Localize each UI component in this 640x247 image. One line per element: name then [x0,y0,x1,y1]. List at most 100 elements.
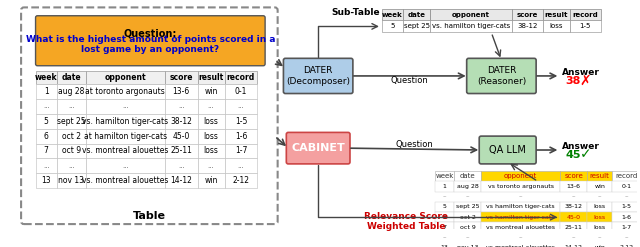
FancyBboxPatch shape [382,20,403,32]
Text: Question: Question [391,76,429,85]
Text: 1-6: 1-6 [622,215,632,220]
Text: --: -- [572,235,576,240]
FancyBboxPatch shape [570,20,601,32]
FancyBboxPatch shape [36,71,57,84]
FancyBboxPatch shape [36,114,57,129]
Text: 1: 1 [44,87,49,96]
FancyBboxPatch shape [430,9,512,20]
Text: loss: loss [594,205,606,209]
FancyBboxPatch shape [225,114,257,129]
Text: --: -- [465,235,470,240]
FancyBboxPatch shape [225,129,257,144]
FancyBboxPatch shape [36,144,57,158]
Text: 13: 13 [42,176,51,185]
FancyBboxPatch shape [430,20,512,32]
Text: sept 25: sept 25 [404,23,429,29]
FancyBboxPatch shape [588,212,612,222]
Text: 45-0: 45-0 [173,132,190,141]
FancyBboxPatch shape [225,144,257,158]
Text: 14-12: 14-12 [564,245,583,247]
Text: date: date [408,12,426,18]
FancyBboxPatch shape [481,243,560,247]
Text: ...: ... [43,163,49,169]
Text: ...: ... [68,103,75,109]
Text: 38-12: 38-12 [517,23,538,29]
FancyBboxPatch shape [57,114,86,129]
FancyBboxPatch shape [164,71,198,84]
Text: loss: loss [204,146,218,155]
FancyBboxPatch shape [284,58,353,94]
FancyBboxPatch shape [560,182,588,192]
Text: at toronto argonauts: at toronto argonauts [85,87,165,96]
Text: date: date [61,73,81,82]
FancyBboxPatch shape [479,136,536,164]
Text: vs. montreal alouettes: vs. montreal alouettes [82,176,168,185]
Text: --: -- [625,194,629,199]
Text: ...: ... [122,163,129,169]
FancyBboxPatch shape [481,182,560,192]
Text: 1-6: 1-6 [235,132,247,141]
FancyBboxPatch shape [36,173,57,188]
Text: week: week [35,73,58,82]
FancyBboxPatch shape [198,173,225,188]
Text: 2-12: 2-12 [620,245,634,247]
FancyBboxPatch shape [435,222,454,232]
FancyBboxPatch shape [225,71,257,84]
Text: result: result [590,173,610,179]
Text: vs montreal alouettes: vs montreal alouettes [486,245,555,247]
Text: 13: 13 [440,245,449,247]
FancyBboxPatch shape [454,202,481,212]
FancyBboxPatch shape [543,9,570,20]
Text: 7: 7 [442,225,447,230]
Text: 45-0: 45-0 [567,215,580,220]
FancyBboxPatch shape [512,9,543,20]
Text: 38-12: 38-12 [564,205,583,209]
Text: ...: ... [178,163,184,169]
FancyBboxPatch shape [198,144,225,158]
Text: score: score [516,12,538,18]
FancyBboxPatch shape [164,114,198,129]
FancyBboxPatch shape [454,243,481,247]
Text: loss: loss [594,225,606,230]
Text: oct 9: oct 9 [61,146,81,155]
FancyBboxPatch shape [512,20,543,32]
Text: ...: ... [68,163,75,169]
FancyBboxPatch shape [21,7,278,224]
Text: sept 25: sept 25 [57,117,86,126]
Text: --: -- [598,235,602,240]
Text: loss: loss [594,215,606,220]
Text: --: -- [518,194,523,199]
Text: --: -- [442,194,447,199]
FancyBboxPatch shape [435,212,454,222]
FancyBboxPatch shape [198,129,225,144]
Text: oct 2: oct 2 [61,132,81,141]
Text: ✓: ✓ [580,148,591,162]
Text: 6: 6 [44,132,49,141]
FancyBboxPatch shape [382,9,403,20]
Text: result: result [198,73,224,82]
FancyBboxPatch shape [57,144,86,158]
Text: ...: ... [178,103,184,109]
Text: vs. hamilton tiger-cats: vs. hamilton tiger-cats [432,23,510,29]
Text: nov 13: nov 13 [58,176,84,185]
Text: ...: ... [208,103,214,109]
FancyBboxPatch shape [588,243,612,247]
Text: 25-11: 25-11 [565,225,582,230]
Text: 1-7: 1-7 [621,225,632,230]
FancyBboxPatch shape [612,182,640,192]
FancyBboxPatch shape [403,9,430,20]
Text: 1-5: 1-5 [580,23,591,29]
FancyBboxPatch shape [403,20,430,32]
FancyBboxPatch shape [164,144,198,158]
Text: --: -- [518,235,523,240]
Text: ...: ... [237,103,244,109]
FancyBboxPatch shape [225,158,257,173]
Text: Answer: Answer [562,68,600,77]
FancyBboxPatch shape [198,114,225,129]
Text: record: record [227,73,255,82]
FancyBboxPatch shape [286,132,350,164]
Text: Sub-Table: Sub-Table [332,8,380,18]
Text: --: -- [625,235,629,240]
FancyBboxPatch shape [481,202,560,212]
FancyBboxPatch shape [225,84,257,99]
